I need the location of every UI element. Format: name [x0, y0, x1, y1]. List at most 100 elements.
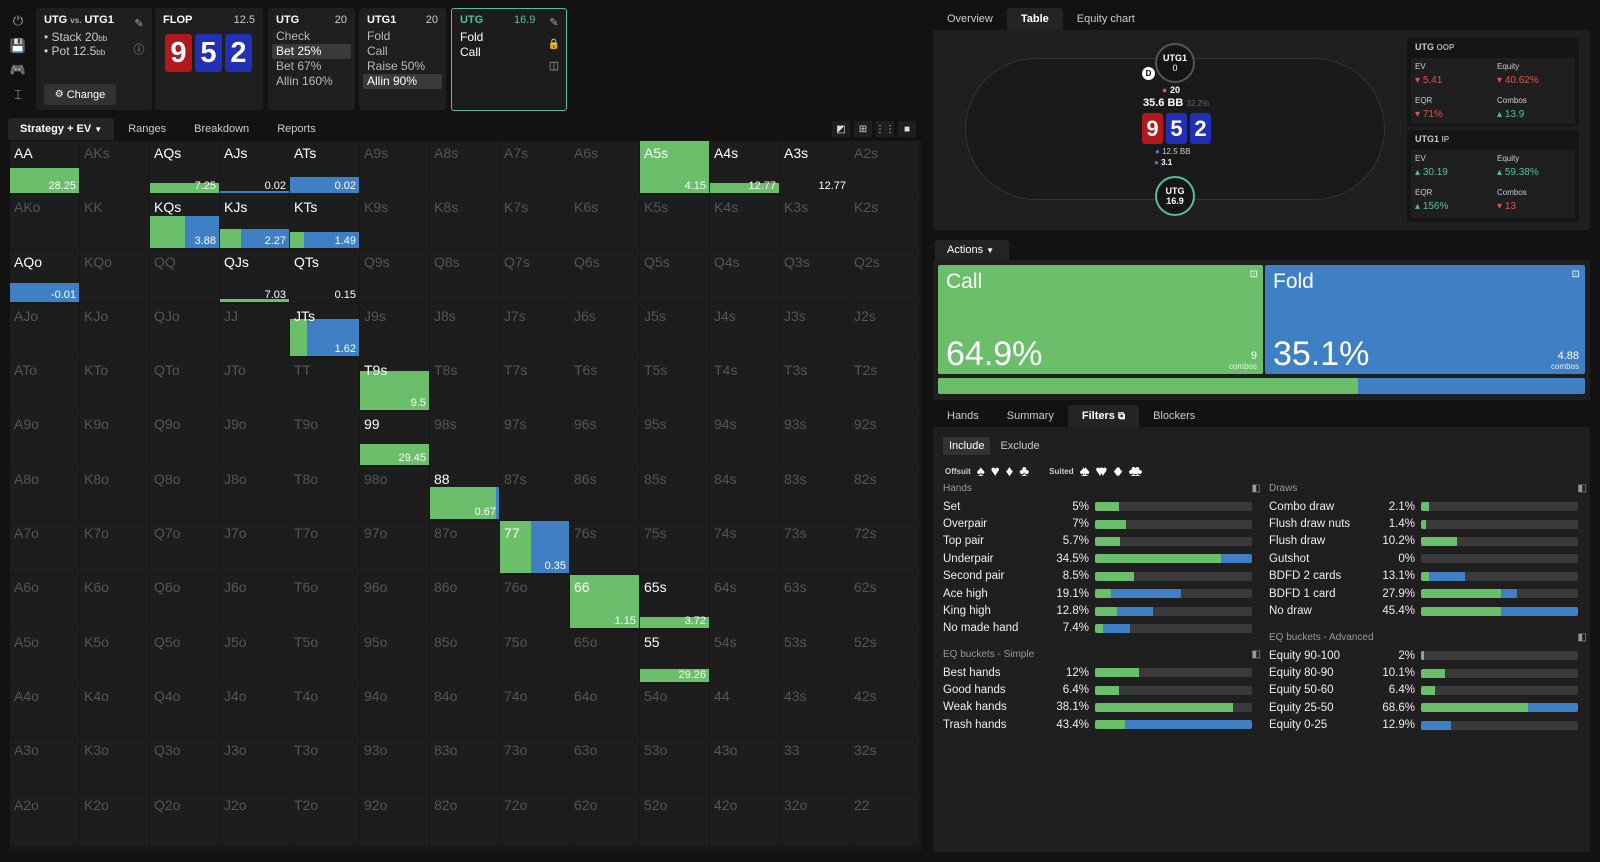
- hand-cell[interactable]: 44: [710, 683, 779, 739]
- spade-icon[interactable]: ♠: [976, 463, 985, 480]
- node-action[interactable]: Bet 67%: [276, 59, 322, 73]
- node-action[interactable]: Fold: [460, 30, 484, 44]
- hand-cell[interactable]: JTo: [220, 358, 289, 413]
- filter-row[interactable]: Second pair 8.5%: [943, 568, 1261, 585]
- hand-cell[interactable]: 97s: [500, 412, 569, 467]
- filter-row[interactable]: Gutshot 0%: [1269, 550, 1587, 567]
- hand-cell[interactable]: 93o: [360, 738, 429, 793]
- hand-cell[interactable]: QTs 0.15: [290, 249, 359, 304]
- hand-cell[interactable]: 85s: [640, 466, 709, 522]
- node-action-selected[interactable]: Bet 25%: [272, 44, 351, 59]
- tab-table[interactable]: Table: [1006, 8, 1063, 30]
- hand-cell[interactable]: K3o: [80, 738, 149, 793]
- filter-row[interactable]: Equity 50-60 6.4%: [1269, 682, 1587, 699]
- hand-cell[interactable]: 32s: [850, 738, 919, 793]
- hand-cell[interactable]: T6o: [290, 575, 359, 630]
- hand-cell[interactable]: QJo: [150, 303, 219, 359]
- hand-cell[interactable]: 42s: [850, 683, 919, 739]
- hand-cell[interactable]: J8o: [220, 466, 289, 522]
- hand-cell[interactable]: KK: [80, 195, 149, 250]
- club-icon[interactable]: ♣: [1019, 463, 1030, 480]
- hand-cell[interactable]: K5o: [80, 629, 149, 684]
- hand-cell[interactable]: K4o: [80, 683, 149, 739]
- tab-breakdown[interactable]: Breakdown: [194, 123, 250, 135]
- expand-icon[interactable]: ⊡: [1571, 269, 1580, 280]
- hand-cell[interactable]: 83s: [780, 466, 849, 522]
- node-action[interactable]: Allin 160%: [276, 74, 333, 88]
- suited-diamond-icon[interactable]: ♦♦: [1113, 463, 1123, 480]
- hand-cell[interactable]: J3o: [220, 738, 289, 793]
- hand-cell[interactable]: 73s: [780, 521, 849, 576]
- hand-cell[interactable]: A3o: [10, 738, 79, 793]
- hand-cell[interactable]: Q2s: [850, 249, 919, 304]
- hand-cell[interactable]: T5o: [290, 629, 359, 684]
- hand-cell[interactable]: KTo: [80, 358, 149, 413]
- nav-node-active[interactable]: UTG 16.9 Fold Call ✎ 🔒 ◫: [451, 8, 567, 111]
- filter-row[interactable]: Underpair 34.5%: [943, 550, 1261, 567]
- hand-cell[interactable]: 43o: [710, 738, 779, 793]
- hand-cell[interactable]: 75s: [640, 521, 709, 576]
- filter-row[interactable]: Equity 80-90 10.1%: [1269, 664, 1587, 681]
- hand-cell[interactable]: J9s: [360, 303, 429, 359]
- hand-cell[interactable]: K9o: [80, 412, 149, 467]
- hand-cell[interactable]: JTs 1.62: [290, 303, 359, 359]
- hand-cell[interactable]: KJs 2.27: [220, 195, 289, 250]
- hand-cell[interactable]: 96o: [360, 575, 429, 630]
- include-toggle[interactable]: Include: [943, 437, 991, 455]
- hand-cell[interactable]: 77 0.35: [500, 521, 569, 576]
- tab-filters[interactable]: Filters ⧉: [1067, 405, 1140, 427]
- hand-cell[interactable]: 63o: [570, 738, 639, 793]
- hand-cell[interactable]: T4s: [710, 358, 779, 413]
- edit-icon[interactable]: ✎: [134, 17, 144, 30]
- action-fold[interactable]: Fold 35.1% 4.88 combos ⊡: [1265, 265, 1585, 374]
- hand-cell[interactable]: A5o: [10, 629, 79, 684]
- hand-cell[interactable]: KTs 1.49: [290, 195, 359, 250]
- tab-hands[interactable]: Hands: [947, 410, 979, 422]
- hand-cell[interactable]: 98o: [360, 466, 429, 522]
- hand-cell[interactable]: 94s: [710, 412, 779, 467]
- hand-cell[interactable]: Q8o: [150, 466, 219, 522]
- hand-cell[interactable]: K2o: [80, 792, 149, 847]
- hand-cell[interactable]: J7s: [500, 303, 569, 359]
- hand-cell[interactable]: J2s: [850, 303, 919, 359]
- hand-cell[interactable]: 94o: [360, 683, 429, 739]
- hand-cell[interactable]: T8o: [290, 466, 359, 522]
- filter-row[interactable]: No draw 45.4%: [1269, 602, 1587, 619]
- hand-cell[interactable]: K5s: [640, 195, 709, 250]
- hand-cell[interactable]: 55 29.26: [640, 629, 709, 684]
- hand-cell[interactable]: 86o: [430, 575, 499, 630]
- collapse-icon[interactable]: ◧: [1251, 483, 1261, 494]
- hand-cell[interactable]: 96s: [570, 412, 639, 467]
- hand-cell[interactable]: J9o: [220, 412, 289, 467]
- hand-cell[interactable]: 76s: [570, 521, 639, 576]
- hand-cell[interactable]: QJs 7.03: [220, 249, 289, 304]
- hand-cell[interactable]: 75o: [500, 629, 569, 684]
- hand-cell[interactable]: J8s: [430, 303, 499, 359]
- filter-row[interactable]: Trash hands 43.4%: [943, 716, 1261, 733]
- hand-cell[interactable]: T6s: [570, 358, 639, 413]
- hand-cell[interactable]: KJo: [80, 303, 149, 359]
- filter-row[interactable]: Equity 0-25 12.9%: [1269, 717, 1587, 734]
- grid-icon[interactable]: ⋮⋮: [875, 121, 895, 137]
- filter-row[interactable]: No made hand 7.4%: [943, 620, 1261, 637]
- hand-cell[interactable]: 86s: [570, 466, 639, 522]
- compact-grid-icon[interactable]: ⊞: [854, 121, 872, 137]
- lock-icon[interactable]: 🔒: [547, 38, 561, 50]
- filter-row[interactable]: BDFD 2 cards 13.1%: [1269, 568, 1587, 585]
- filter-row[interactable]: Combo draw 2.1%: [1269, 498, 1587, 515]
- hand-cell[interactable]: J7o: [220, 521, 289, 576]
- hand-cell[interactable]: A8s: [430, 141, 499, 196]
- hand-cell[interactable]: 52s: [850, 629, 919, 684]
- actions-dropdown[interactable]: Actions ▼: [935, 240, 1009, 260]
- hand-cell[interactable]: A9o: [10, 412, 79, 467]
- node-action[interactable]: Check: [276, 29, 311, 43]
- hand-cell[interactable]: T5s: [640, 358, 709, 413]
- hand-cell[interactable]: T7o: [290, 521, 359, 576]
- nav-node-utg1[interactable]: UTG1 20 Fold Call Raise 50% Allin 90%: [359, 8, 446, 110]
- hand-cell[interactable]: T2o: [290, 792, 359, 847]
- gamepad-icon[interactable]: 🎮: [9, 62, 27, 77]
- hand-cell[interactable]: K6s: [570, 195, 639, 250]
- hand-cell[interactable]: AQo -0.01: [10, 249, 79, 304]
- filter-row[interactable]: BDFD 1 card 27.9%: [1269, 585, 1587, 602]
- hand-cell[interactable]: Q4o: [150, 683, 219, 739]
